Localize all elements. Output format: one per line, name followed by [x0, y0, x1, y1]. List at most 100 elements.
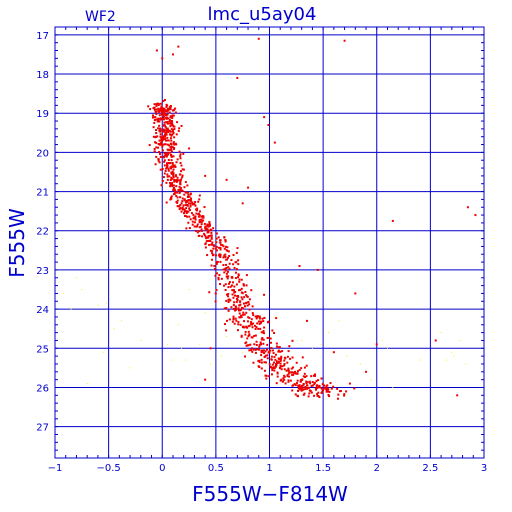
- data-point: [283, 359, 286, 362]
- data-point: [240, 316, 243, 319]
- data-point: [157, 102, 160, 105]
- data-point: [275, 360, 278, 363]
- data-point: [295, 361, 298, 364]
- data-point: [310, 391, 313, 394]
- data-point: [166, 165, 169, 168]
- data-point: [222, 245, 225, 248]
- data-point: [233, 285, 236, 288]
- x-tick-label: 2.5: [422, 463, 438, 474]
- data-point: [189, 192, 192, 195]
- data-point: [159, 135, 162, 138]
- data-point: [171, 150, 174, 153]
- data-point: [169, 105, 172, 108]
- data-point: [305, 380, 308, 383]
- data-point: [178, 127, 181, 130]
- data-point: [210, 234, 213, 237]
- data-point: [235, 251, 238, 254]
- y-tick-label: 22: [36, 227, 49, 238]
- data-point: [440, 332, 442, 334]
- data-point: [223, 254, 226, 257]
- data-point: [170, 159, 173, 162]
- data-point: [184, 214, 187, 217]
- data-point: [161, 57, 164, 60]
- data-point: [261, 317, 264, 320]
- data-point: [165, 133, 168, 136]
- data-point: [187, 199, 190, 202]
- data-point: [161, 149, 164, 152]
- data-point: [316, 268, 319, 271]
- data-point: [162, 108, 165, 111]
- data-point: [179, 196, 182, 199]
- data-point: [207, 225, 210, 228]
- data-point: [163, 152, 166, 155]
- data-point: [161, 145, 164, 148]
- data-point: [208, 224, 211, 227]
- data-point: [264, 350, 267, 353]
- data-point: [229, 299, 232, 302]
- data-point: [170, 139, 173, 142]
- data-point: [162, 137, 165, 140]
- x-tick-label: 0.5: [208, 463, 224, 474]
- data-point: [228, 318, 231, 321]
- data-point: [187, 191, 190, 194]
- data-point: [283, 362, 286, 365]
- data-point: [179, 153, 182, 156]
- data-point: [164, 138, 167, 141]
- data-point: [261, 349, 264, 352]
- data-point: [240, 278, 243, 281]
- data-point: [244, 333, 247, 336]
- data-point: [158, 161, 161, 164]
- data-point: [318, 396, 321, 399]
- data-point: [269, 365, 272, 368]
- data-point: [163, 155, 166, 158]
- data-point: [198, 194, 201, 197]
- data-point: [210, 363, 212, 365]
- data-point: [286, 355, 289, 358]
- y-tick-label: 19: [36, 109, 49, 120]
- data-point: [183, 212, 186, 215]
- data-point: [157, 158, 160, 161]
- data-point: [280, 357, 283, 360]
- data-point: [261, 336, 264, 339]
- data-point: [163, 111, 166, 114]
- y-tick-label: 18: [36, 70, 49, 81]
- data-point: [171, 130, 174, 133]
- data-point: [174, 179, 177, 182]
- data-point: [159, 168, 162, 171]
- data-point: [275, 345, 278, 348]
- data-point: [180, 187, 183, 190]
- data-point: [293, 371, 296, 374]
- data-point: [222, 284, 225, 287]
- data-point: [176, 205, 179, 208]
- data-point: [215, 249, 218, 252]
- data-point: [168, 144, 171, 147]
- data-point: [353, 387, 356, 390]
- data-point: [225, 293, 228, 296]
- data-point: [321, 383, 324, 386]
- data-point: [240, 314, 243, 317]
- data-point: [174, 190, 177, 193]
- data-point: [262, 349, 265, 352]
- data-point: [248, 298, 251, 301]
- data-point: [258, 322, 261, 325]
- data-point: [160, 137, 163, 140]
- y-tick-label: 20: [36, 148, 49, 159]
- data-point: [168, 118, 171, 121]
- data-point: [165, 167, 168, 170]
- data-point: [308, 392, 311, 395]
- data-point: [260, 367, 263, 370]
- data-point: [255, 326, 258, 329]
- data-point: [239, 316, 242, 319]
- data-point: [271, 363, 274, 366]
- data-point: [176, 121, 179, 124]
- data-point: [224, 289, 227, 292]
- data-point: [320, 387, 323, 390]
- data-point: [163, 118, 166, 121]
- data-point: [253, 343, 256, 346]
- data-point: [178, 173, 181, 176]
- data-point: [159, 155, 162, 158]
- data-point: [63, 292, 65, 294]
- data-point: [277, 350, 280, 353]
- data-point: [176, 201, 179, 204]
- data-point: [162, 115, 165, 118]
